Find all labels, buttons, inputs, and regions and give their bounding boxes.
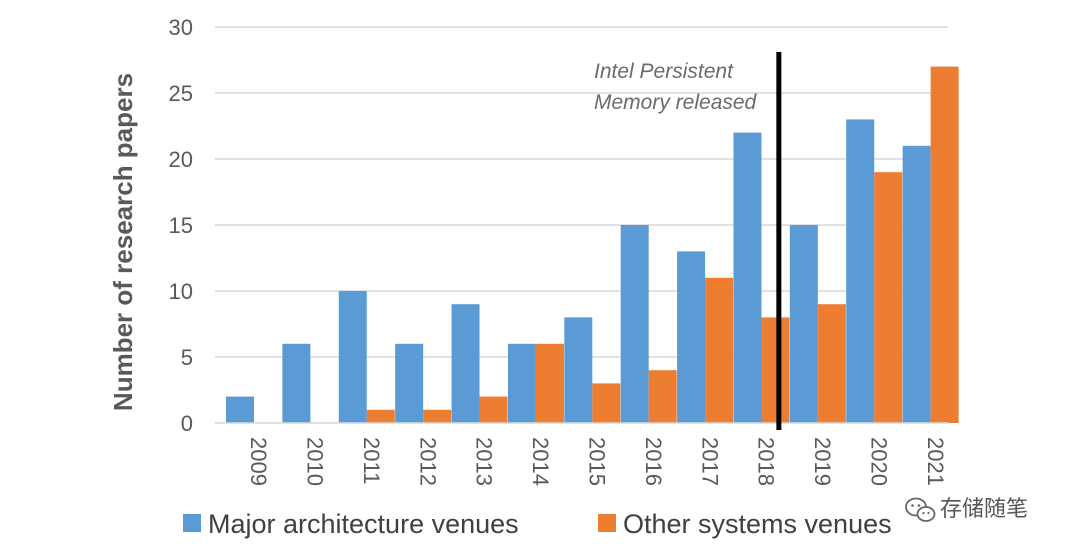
x-axis-ticks: 2009 2010 2011 2012 2013 2014 2015 2016 2017 2018…	[246, 437, 948, 486]
bar-other-2020	[874, 172, 903, 423]
y-tick-label-30: 30	[169, 15, 193, 40]
bar-major-2009	[226, 396, 254, 423]
legend-swatch-major	[183, 514, 201, 532]
x-tick-label-2017: 2017	[697, 437, 722, 486]
bar-major-2011	[338, 291, 367, 423]
wechat-icon	[905, 497, 936, 522]
bar-major-2015	[564, 317, 593, 423]
bar-major-2014	[507, 343, 536, 423]
bars	[226, 66, 959, 424]
bar-other-2012	[423, 409, 452, 423]
bar-other-2013	[479, 396, 508, 423]
y-tick-label-0: 0	[181, 411, 193, 436]
bar-other-2015	[592, 383, 621, 423]
bar-other-2018	[761, 317, 790, 423]
bar-major-2017	[677, 251, 706, 423]
y-axis-label: Number of research papers	[108, 73, 138, 411]
bar-other-2011	[366, 409, 395, 423]
bar-other-2017	[705, 277, 734, 423]
x-tick-label-2013: 2013	[472, 437, 497, 486]
x-tick-label-2014: 2014	[528, 437, 553, 486]
y-tick-label-15: 15	[169, 213, 193, 238]
bar-major-2019	[789, 225, 818, 423]
watermark-text: 存储随笔	[940, 497, 1028, 522]
bar-major-2012	[395, 343, 424, 423]
x-tick-label-2012: 2012	[415, 437, 440, 486]
bar-major-2020	[846, 119, 875, 424]
bar-other-2016	[648, 370, 677, 423]
y-tick-label-5: 5	[181, 345, 193, 370]
bar-major-2010	[282, 343, 311, 423]
annotation-line-2: Memory released	[594, 91, 758, 114]
x-tick-label-2019: 2019	[810, 437, 835, 486]
y-axis-ticks: 0 5 10 15 20 25 30	[169, 15, 193, 436]
x-tick-label-2021: 2021	[923, 437, 948, 486]
x-tick-label-2011: 2011	[359, 437, 384, 484]
bar-major-2018	[733, 132, 762, 423]
legend-label-other: Other systems venues	[623, 509, 892, 539]
legend-swatch-other	[598, 514, 616, 532]
bar-major-2013	[451, 304, 480, 423]
x-tick-label-2018: 2018	[754, 437, 779, 486]
y-tick-label-25: 25	[169, 81, 193, 106]
watermark: 存储随笔	[905, 497, 1028, 522]
x-tick-label-2015: 2015	[585, 437, 610, 486]
bar-major-2016	[620, 225, 649, 423]
x-tick-label-2009: 2009	[246, 437, 271, 486]
x-tick-label-2020: 2020	[866, 437, 891, 486]
x-tick-label-2010: 2010	[303, 437, 328, 486]
y-tick-label-20: 20	[169, 147, 193, 172]
bar-other-2014	[535, 343, 564, 423]
y-tick-label-10: 10	[169, 279, 193, 304]
legend: Major architecture venues Other systems …	[183, 509, 892, 539]
annotation-line-1: Intel Persistent	[594, 60, 734, 83]
bar-other-2019	[817, 304, 846, 423]
bar-other-2021	[930, 66, 959, 423]
bar-major-2021	[902, 145, 931, 424]
legend-label-major: Major architecture venues	[208, 509, 519, 539]
x-tick-label-2016: 2016	[641, 437, 666, 486]
